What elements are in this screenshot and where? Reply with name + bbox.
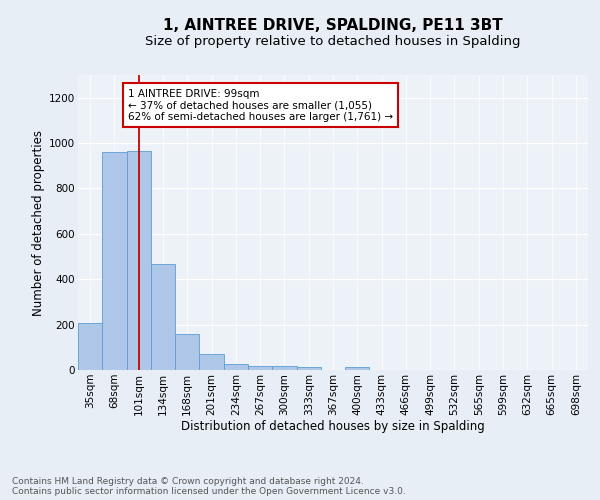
Bar <box>175 334 199 370</box>
Bar <box>248 366 272 370</box>
Bar <box>127 151 151 370</box>
Bar <box>151 264 175 370</box>
Bar <box>345 368 370 370</box>
Bar <box>199 354 224 370</box>
Bar <box>224 364 248 370</box>
Y-axis label: Number of detached properties: Number of detached properties <box>32 130 45 316</box>
Bar <box>296 368 321 370</box>
Text: 1, AINTREE DRIVE, SPALDING, PE11 3BT: 1, AINTREE DRIVE, SPALDING, PE11 3BT <box>163 18 503 32</box>
Text: Contains public sector information licensed under the Open Government Licence v3: Contains public sector information licen… <box>12 487 406 496</box>
Text: Size of property relative to detached houses in Spalding: Size of property relative to detached ho… <box>145 35 521 48</box>
X-axis label: Distribution of detached houses by size in Spalding: Distribution of detached houses by size … <box>181 420 485 434</box>
Bar <box>78 324 102 370</box>
Text: Contains HM Land Registry data © Crown copyright and database right 2024.: Contains HM Land Registry data © Crown c… <box>12 477 364 486</box>
Bar <box>102 152 127 370</box>
Text: 1 AINTREE DRIVE: 99sqm
← 37% of detached houses are smaller (1,055)
62% of semi-: 1 AINTREE DRIVE: 99sqm ← 37% of detached… <box>128 88 393 122</box>
Bar <box>272 366 296 370</box>
